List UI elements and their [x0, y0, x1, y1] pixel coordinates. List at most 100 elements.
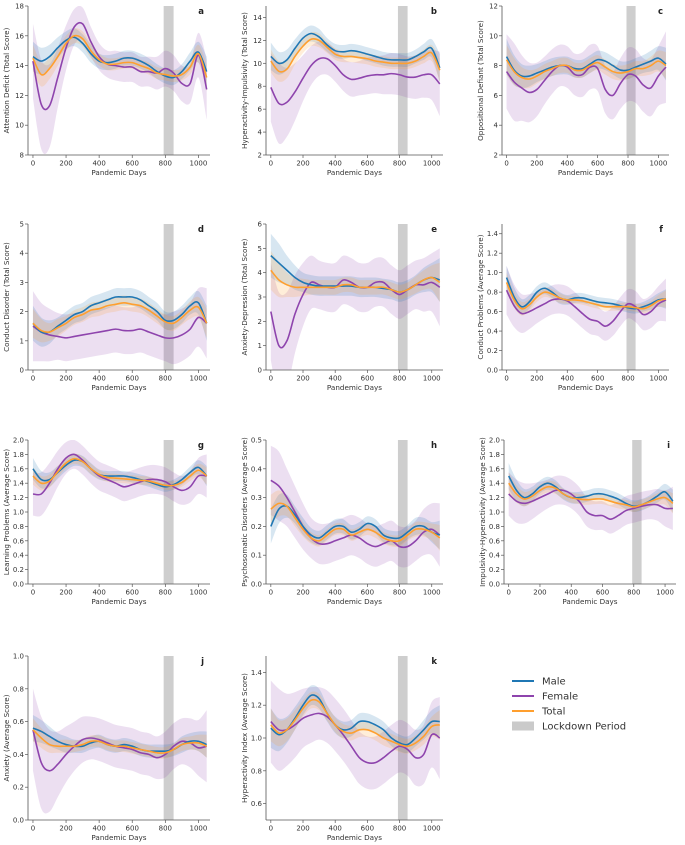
- ci-band-male: [32, 454, 207, 492]
- series-line-male: [32, 459, 208, 488]
- ci-band-male: [270, 685, 440, 754]
- x-tick-label: 0: [31, 375, 35, 383]
- panel-letter: c: [658, 7, 663, 17]
- chart-panel-j: 0.0 0.2 0.4 0.6 0.8 1.0 0 200 400 600 800 1000 Pande…: [2, 653, 210, 842]
- y-tick-label: 0.2: [251, 523, 262, 531]
- y-tick-label: 1.6: [13, 465, 25, 473]
- x-tick-label: 1000: [190, 589, 208, 597]
- x-tick-label: 600: [591, 160, 604, 168]
- y-tick-label: 0.8: [489, 523, 500, 531]
- series-line-female: [270, 57, 441, 106]
- y-tick-label: 0.8: [13, 685, 24, 693]
- ci-band-female: [270, 248, 440, 370]
- x-tick-label: 800: [159, 825, 172, 833]
- x-tick-label: 800: [159, 589, 172, 597]
- x-tick-label: 1000: [656, 589, 674, 597]
- lockdown-band: [397, 6, 408, 155]
- x-axis-label: Pandemic Days: [558, 168, 613, 177]
- legend-label-female: Female: [542, 692, 578, 703]
- ci-band-female: [270, 445, 440, 568]
- y-tick-label: 14: [253, 14, 262, 22]
- panel-letter: i: [667, 441, 670, 451]
- y-axis-label: Conduct Problems (Average Score): [476, 234, 485, 359]
- x-tick-label: 600: [596, 589, 609, 597]
- x-tick-label: 800: [621, 375, 634, 383]
- x-tick-label: 1000: [423, 160, 441, 168]
- y-tick-label: 0.0: [13, 581, 24, 589]
- legend-label-male: Male: [542, 677, 566, 688]
- y-tick-label: 1.4: [251, 669, 263, 677]
- ci-band-male: [32, 288, 207, 347]
- ci-band-female: [508, 472, 673, 534]
- y-tick-label: 0.0: [13, 817, 24, 825]
- series-line-total: [270, 502, 441, 543]
- series-line-male: [270, 694, 440, 746]
- x-tick-label: 400: [92, 589, 105, 597]
- panel-letter: j: [200, 657, 204, 667]
- y-tick-label: 0.0: [489, 581, 500, 589]
- ci-band-female: [506, 31, 666, 123]
- y-tick-label: 2: [20, 308, 24, 316]
- y-tick-label: 0.8: [251, 767, 262, 775]
- x-tick-label: 0: [31, 160, 35, 168]
- y-tick-label: 4: [494, 122, 499, 130]
- y-tick-label: 2: [258, 318, 262, 326]
- y-tick-label: 1.2: [251, 702, 262, 710]
- y-tick-label: 1.6: [489, 465, 501, 473]
- y-tick-label: 0.2: [13, 784, 24, 792]
- x-tick-label: 1000: [423, 589, 441, 597]
- legend: Male Female Total Lockdown Period: [512, 677, 626, 733]
- y-tick-label: 0: [20, 367, 24, 375]
- panel-letter: a: [198, 7, 204, 17]
- x-tick-label: 200: [59, 589, 72, 597]
- y-tick-label: 12: [15, 92, 24, 100]
- y-tick-label: 0.6: [13, 537, 25, 545]
- series-line-total: [270, 38, 441, 73]
- x-tick-label: 600: [361, 589, 374, 597]
- y-tick-label: 0: [258, 367, 262, 375]
- y-tick-label: 0.4: [13, 552, 25, 560]
- y-axis-label: Oppositional Defiant (Total Score): [476, 20, 485, 141]
- y-tick-label: 2.0: [13, 437, 24, 445]
- y-tick-label: 1.0: [489, 509, 500, 517]
- x-tick-label: 400: [329, 825, 342, 833]
- y-tick-label: 1.0: [13, 653, 24, 661]
- x-tick-label: 600: [126, 375, 139, 383]
- x-tick-label: 0: [31, 825, 35, 833]
- x-tick-label: 600: [361, 160, 374, 168]
- y-tick-label: 1: [20, 337, 24, 345]
- series-line-male: [270, 505, 441, 540]
- lockdown-band: [397, 656, 408, 820]
- chart-panel-b: 2 4 6 8 10 12 14 0 200 400 600 800 1000 Pandemic Days…: [240, 6, 443, 177]
- x-tick-label: 800: [393, 589, 406, 597]
- y-tick-label: 1.2: [13, 494, 24, 502]
- x-tick-label: 400: [329, 160, 342, 168]
- lockdown-band: [163, 656, 174, 820]
- x-tick-label: 1000: [423, 375, 441, 383]
- series-line-total: [32, 302, 208, 334]
- y-tick-label: 0.4: [489, 552, 501, 560]
- legend-label-total: Total: [541, 707, 565, 718]
- y-tick-label: 1.2: [489, 494, 500, 502]
- y-tick-label: 0.8: [487, 289, 498, 297]
- chart-panel-d: 0 1 2 3 4 5 0 200 400 600 800 1000 Pandemic Days Cond…: [2, 221, 210, 392]
- x-axis-label: Pandemic Days: [91, 597, 146, 606]
- x-tick-label: 600: [126, 825, 139, 833]
- x-tick-label: 0: [504, 375, 508, 383]
- x-tick-label: 800: [393, 375, 406, 383]
- y-tick-label: 1.4: [13, 480, 25, 488]
- chart-panel-h: 0.0 0.1 0.2 0.3 0.4 0.5 0 200 400 600 800 1000 Pande…: [240, 437, 443, 606]
- x-axis-label: Pandemic Days: [327, 168, 382, 177]
- y-tick-label: 10: [489, 32, 498, 40]
- series-line-total: [32, 34, 208, 78]
- x-tick-label: 0: [269, 825, 273, 833]
- y-tick-label: 0.6: [13, 718, 25, 726]
- ci-band-male: [32, 28, 207, 87]
- ci-band-total: [270, 691, 440, 754]
- x-tick-label: 0: [504, 160, 508, 168]
- x-axis-label: Pandemic Days: [91, 383, 146, 392]
- panel-letter: h: [431, 441, 437, 451]
- series-line-total: [505, 59, 667, 80]
- x-tick-label: 600: [126, 589, 139, 597]
